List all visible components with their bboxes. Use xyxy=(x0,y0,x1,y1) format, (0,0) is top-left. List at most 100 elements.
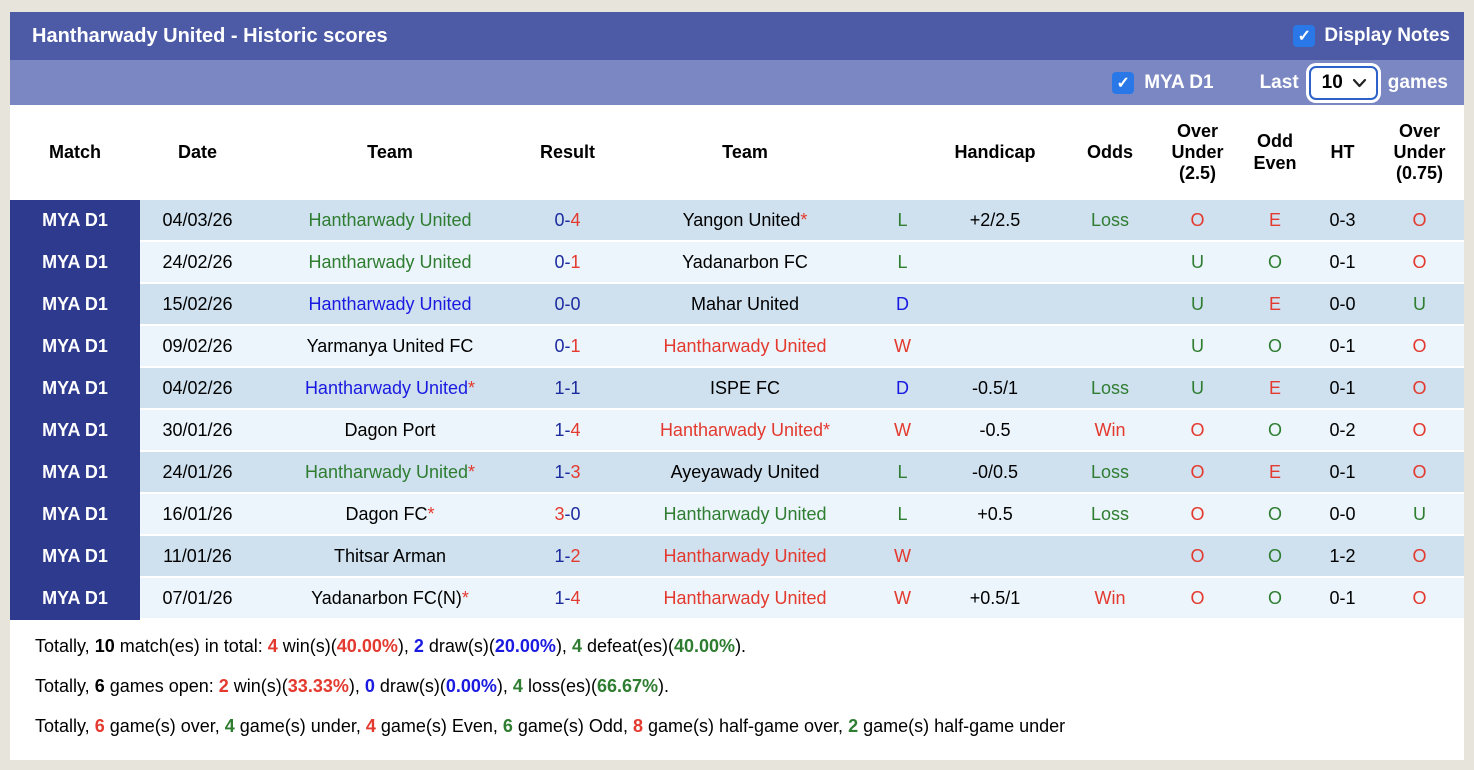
last-games-select[interactable]: 10 xyxy=(1308,65,1378,100)
table-header-row: Match Date Team Result Team Handicap Odds Over … xyxy=(10,105,1464,200)
over-under-075-flag: O xyxy=(1375,368,1464,410)
score-part: 2 xyxy=(570,545,581,566)
home-team-cell: Hantharwady United xyxy=(255,242,525,284)
away-team-link[interactable]: Hantharwady United xyxy=(663,587,827,608)
notes-asterisk: * xyxy=(461,587,469,608)
away-team-link[interactable]: Hantharwady United xyxy=(663,545,827,566)
away-team-link[interactable]: Yangon United xyxy=(682,209,801,230)
odd-even-flag: E xyxy=(1240,284,1310,326)
title-bar: Hantharwady United - Historic scores ✓ D… xyxy=(10,12,1464,60)
summary-text: 6 xyxy=(502,716,513,736)
over-under-25-flag: O xyxy=(1155,410,1240,452)
home-team-link[interactable]: Hantharwady United xyxy=(308,293,472,314)
summary-text: games open: xyxy=(104,676,219,696)
home-team-link[interactable]: Hantharwady United xyxy=(304,377,469,398)
score-part: 1- xyxy=(554,461,571,482)
summary-text: game(s) Odd, xyxy=(512,716,633,736)
column-header-odds: Odds xyxy=(1086,141,1133,162)
league-badge: MYA D1 xyxy=(10,368,140,410)
match-date: 16/01/26 xyxy=(140,494,255,536)
win-draw-loss-flag: W xyxy=(880,536,925,578)
handicap-value: -0.5/1 xyxy=(925,368,1065,410)
summary-text: ). xyxy=(735,636,747,656)
column-header-handicap: Handicap xyxy=(954,141,1036,162)
summary-text: draw(s)( xyxy=(374,676,446,696)
league-badge: MYA D1 xyxy=(10,578,140,620)
summary-text: 0.00% xyxy=(445,676,497,696)
home-team-link[interactable]: Dagon Port xyxy=(344,419,436,440)
away-team-link[interactable]: Ayeyawady United xyxy=(670,461,820,482)
away-team-link[interactable]: Hantharwady United xyxy=(659,419,824,440)
away-team-cell: Hantharwady United * xyxy=(610,410,880,452)
away-team-link[interactable]: Mahar United xyxy=(690,293,800,314)
over-under-25-flag: U xyxy=(1155,284,1240,326)
odds-result xyxy=(1065,242,1155,284)
over-under-25-flag: U xyxy=(1155,326,1240,368)
odd-even-flag: O xyxy=(1240,536,1310,578)
odd-even-flag: O xyxy=(1240,410,1310,452)
home-team-link[interactable]: Hantharwady United xyxy=(308,209,472,230)
mya-d1-checkbox[interactable]: ✓ xyxy=(1112,71,1135,94)
home-team-link[interactable]: Yarmanya United FC xyxy=(306,335,474,356)
win-draw-loss-flag: L xyxy=(880,452,925,494)
summary-text: 10 xyxy=(94,636,115,656)
league-filter-label: MYA D1 xyxy=(1144,71,1214,93)
column-header-team: Team xyxy=(367,141,413,162)
over-under-075-flag: O xyxy=(1375,452,1464,494)
table-row: MYA D1 07/01/26 Yadanarbon FC(N) * 1- 4 Hantha… xyxy=(10,578,1464,620)
display-notes-checkbox[interactable]: ✓ xyxy=(1293,25,1316,47)
odds-result xyxy=(1065,284,1155,326)
chevron-down-icon xyxy=(1352,78,1366,87)
column-header-oe: Odd Even xyxy=(1253,131,1297,173)
result-score: 1- 4 xyxy=(525,410,610,452)
away-team-cell: Yangon United * xyxy=(610,200,880,242)
over-under-25-flag: U xyxy=(1155,242,1240,284)
league-badge: MYA D1 xyxy=(10,494,140,536)
over-under-075-flag: O xyxy=(1375,578,1464,620)
result-score: 0- 1 xyxy=(525,242,610,284)
over-under-075-flag: U xyxy=(1375,494,1464,536)
score-part: 0- xyxy=(554,251,571,272)
summary-text: Totally, xyxy=(35,716,95,736)
home-team-link[interactable]: Hantharwady United xyxy=(304,461,469,482)
summary-text: ), xyxy=(555,636,572,656)
summary-line: Totally, 6 games open: 2 win(s)(33.33%),… xyxy=(35,666,1454,706)
half-time-score: 1-2 xyxy=(1310,536,1375,578)
summary-text: Totally, xyxy=(35,636,95,656)
over-under-25-flag: O xyxy=(1155,494,1240,536)
home-team-link[interactable]: Hantharwady United xyxy=(308,251,472,272)
away-team-link[interactable]: Hantharwady United xyxy=(663,335,827,356)
match-date: 15/02/26 xyxy=(140,284,255,326)
handicap-value xyxy=(925,536,1065,578)
away-team-cell: Yadanarbon FC xyxy=(610,242,880,284)
column-header-league: Match xyxy=(48,141,101,162)
filter-bar: ✓ MYA D1 Last 10 games xyxy=(10,60,1464,105)
score-part: 3 xyxy=(554,503,565,524)
away-team-link[interactable]: Yadanarbon FC xyxy=(682,251,808,272)
over-under-075-flag: O xyxy=(1375,410,1464,452)
home-team-link[interactable]: Yadanarbon FC(N) xyxy=(311,587,462,608)
table-body: MYA D1 04/03/26 Hantharwady United 0- 4 Yango… xyxy=(10,200,1464,620)
summary-text: 0 xyxy=(364,676,375,696)
result-score: 1- 3 xyxy=(525,452,610,494)
odd-even-flag: O xyxy=(1240,578,1310,620)
over-under-075-flag: O xyxy=(1375,242,1464,284)
match-date: 24/01/26 xyxy=(140,452,255,494)
table-row: MYA D1 15/02/26 Hantharwady United 0-0 Mahar… xyxy=(10,284,1464,326)
away-team-link[interactable]: ISPE FC xyxy=(709,377,780,398)
home-team-link[interactable]: Thitsar Arman xyxy=(333,545,447,566)
score-part: 1-1 xyxy=(554,377,581,398)
match-date: 24/02/26 xyxy=(140,242,255,284)
summary-text: win(s)( xyxy=(277,636,337,656)
notes-asterisk: * xyxy=(427,503,435,524)
summary-section: Totally, 10 match(es) in total: 4 win(s)… xyxy=(10,620,1464,760)
home-team-link[interactable]: Dagon FC xyxy=(345,503,428,524)
odds-result: Win xyxy=(1065,578,1155,620)
column-header-team2: Team xyxy=(722,141,768,162)
score-part: 1- xyxy=(554,545,571,566)
half-time-score: 0-1 xyxy=(1310,368,1375,410)
last-games-selected-value: 10 xyxy=(1321,71,1343,93)
away-team-link[interactable]: Hantharwady United xyxy=(663,503,827,524)
score-part: 1- xyxy=(554,419,571,440)
summary-text: game(s) under, xyxy=(234,716,366,736)
